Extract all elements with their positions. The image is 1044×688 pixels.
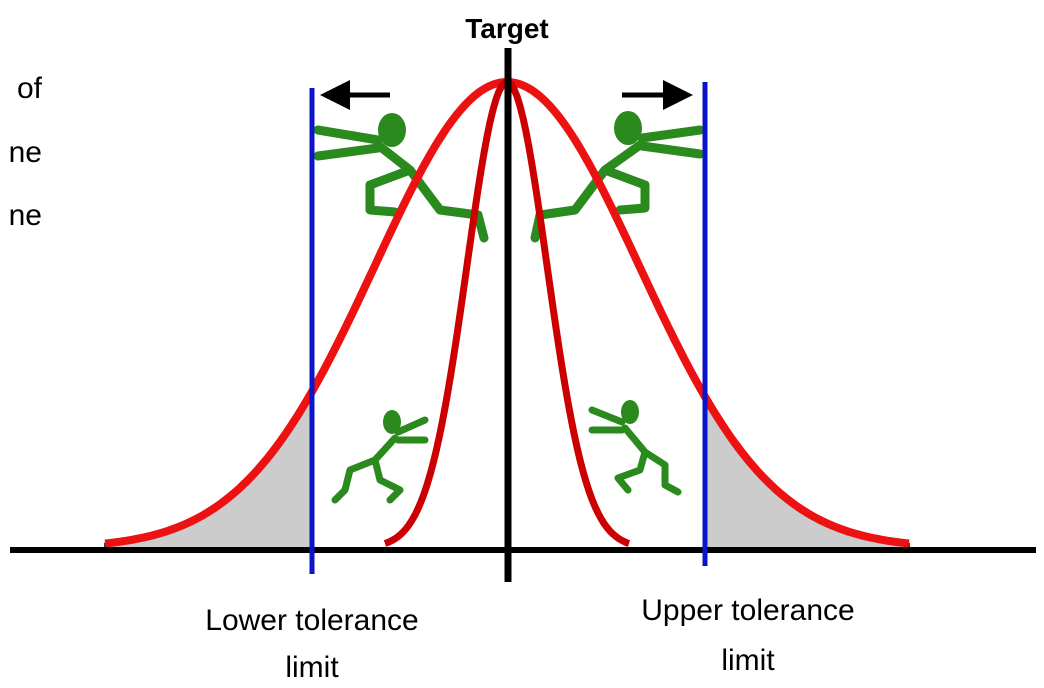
side-text: of ne ne [9,72,43,232]
upper-limit-label: Upper tolerance [641,594,854,627]
diagram: of ne ne Target Lower tolerance limit Up… [0,0,1044,688]
side-text-line: ne [9,136,42,169]
upper-limit-label: limit [721,644,775,677]
side-text-line: ne [9,199,42,232]
figure-lower-left [335,410,425,500]
right-tail [705,397,909,548]
lower-limit-label: limit [285,651,339,684]
side-text-line: of [17,72,43,105]
target-label: Target [465,13,549,44]
left-tail [105,392,312,549]
figure-lower-right [592,400,678,492]
lower-limit-label: Lower tolerance [205,604,418,637]
